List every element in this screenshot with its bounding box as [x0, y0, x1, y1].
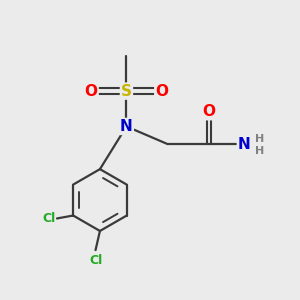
Text: O: O [202, 104, 215, 119]
Text: O: O [85, 84, 98, 99]
Text: N: N [238, 136, 250, 152]
Text: Cl: Cl [42, 212, 56, 225]
Text: H: H [255, 146, 264, 156]
Text: S: S [121, 84, 132, 99]
Text: Cl: Cl [89, 254, 102, 267]
Text: N: N [120, 119, 133, 134]
Text: H: H [255, 134, 264, 144]
Text: O: O [155, 84, 168, 99]
